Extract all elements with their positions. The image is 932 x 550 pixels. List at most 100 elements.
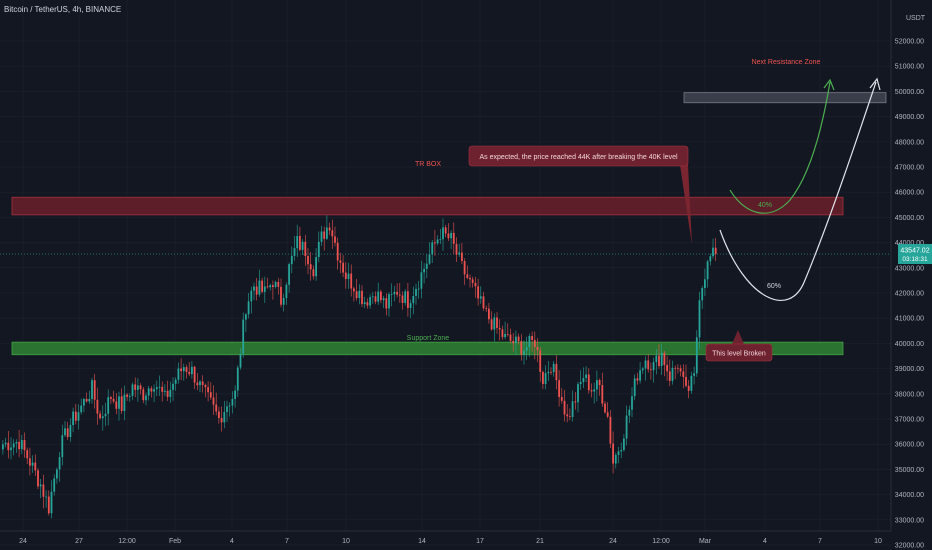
candle: [212, 385, 215, 415]
candle: [515, 330, 517, 355]
time-axis[interactable]: 24 27 12:00 Feb 4 7 10 14 17 21 24 12:00 Mar 4 7 10: [19, 538, 882, 545]
candle: [69, 418, 72, 442]
candle: [393, 285, 396, 302]
candle: [471, 276, 474, 288]
candle: [658, 344, 660, 369]
candle: [712, 238, 714, 259]
candle: [523, 340, 525, 365]
candle: [250, 286, 253, 314]
candle: [312, 265, 315, 280]
candle: [272, 280, 274, 300]
candle: [296, 224, 299, 257]
candle: [174, 377, 177, 391]
candle: [363, 296, 366, 309]
projection-arrow-white[interactable]: [719, 81, 877, 301]
candle: [652, 357, 655, 383]
candle: [39, 479, 42, 499]
candle: [517, 333, 520, 345]
price-tick-label: 49000.00: [895, 114, 924, 121]
candle: [34, 454, 37, 477]
time-tick-label: 24: [19, 538, 27, 545]
time-tick-label: 7: [818, 538, 822, 545]
candle: [650, 362, 652, 380]
candle: [350, 264, 353, 297]
time-tick-label: 24: [609, 538, 617, 545]
candle: [539, 347, 542, 382]
candle: [355, 278, 358, 301]
candle: [542, 370, 544, 390]
candle: [72, 407, 74, 433]
candle: [31, 455, 34, 473]
candle: [623, 434, 625, 452]
candle: [574, 392, 577, 410]
price-axis[interactable]: 52000.00 51000.00 50000.00 49000.00 48000.00…: [895, 39, 924, 550]
next-resistance-label: Next Resistance Zone: [752, 59, 821, 66]
candle: [231, 391, 234, 414]
candle: [461, 243, 463, 265]
candle: [255, 278, 258, 301]
candle: [452, 222, 455, 255]
candle: [96, 387, 99, 425]
candle: [636, 372, 639, 385]
candle: [695, 330, 698, 377]
candle: [301, 239, 304, 255]
candle: [328, 222, 331, 236]
broken-pointer: [732, 330, 744, 344]
tr-box-label: TR BOX: [415, 161, 441, 168]
candle: [668, 359, 671, 387]
candle: [80, 398, 83, 415]
broken-label-text: This level Broken: [712, 351, 766, 358]
support-zone-rect[interactable]: [11, 341, 844, 356]
candle: [674, 365, 677, 380]
broken-label-box[interactable]: [705, 343, 773, 362]
candle: [374, 291, 377, 305]
candle: [247, 293, 250, 319]
candle: [182, 363, 185, 381]
candle: [474, 276, 477, 298]
price-tick-label: 43000.00: [895, 265, 924, 272]
arrowhead-green: [823, 78, 835, 91]
candle: [671, 360, 674, 385]
tr-box-zone[interactable]: [11, 196, 844, 216]
candle: [439, 229, 442, 244]
next-resistance-zone-rect[interactable]: [683, 92, 887, 104]
candle: [569, 408, 571, 421]
candle: [585, 366, 587, 383]
candle: [660, 343, 663, 375]
candle: [66, 421, 69, 441]
candle: [382, 295, 385, 309]
price-tick-label: 51000.00: [895, 64, 924, 71]
candle: [390, 283, 393, 307]
candle: [18, 429, 20, 458]
candle: [336, 237, 339, 270]
candle: [371, 292, 374, 304]
candle: [120, 388, 123, 414]
candle: [261, 277, 263, 294]
candle: [477, 278, 479, 306]
candle: [617, 446, 620, 464]
price-tick-label: 48000.00: [895, 139, 924, 146]
candle: [12, 439, 15, 456]
candle: [555, 355, 558, 390]
symbol-title[interactable]: Bitcoin / TetherUS, 4h, BINANCE: [4, 5, 121, 14]
candle: [150, 385, 153, 398]
candle: [2, 439, 4, 455]
candle: [139, 383, 142, 395]
callout-box[interactable]: [468, 145, 689, 167]
candle: [579, 370, 582, 390]
time-tick-label: 7: [285, 538, 289, 545]
candle: [488, 302, 490, 324]
candle: [547, 360, 550, 381]
candle: [677, 364, 679, 374]
candle: [99, 410, 101, 420]
candle: [577, 381, 579, 413]
candle: [401, 291, 404, 310]
candle: [447, 223, 450, 241]
projection-arrow-green[interactable]: [729, 81, 831, 214]
candle: [299, 226, 301, 252]
candle: [177, 362, 180, 384]
candle: [331, 219, 334, 249]
candle: [525, 336, 528, 360]
